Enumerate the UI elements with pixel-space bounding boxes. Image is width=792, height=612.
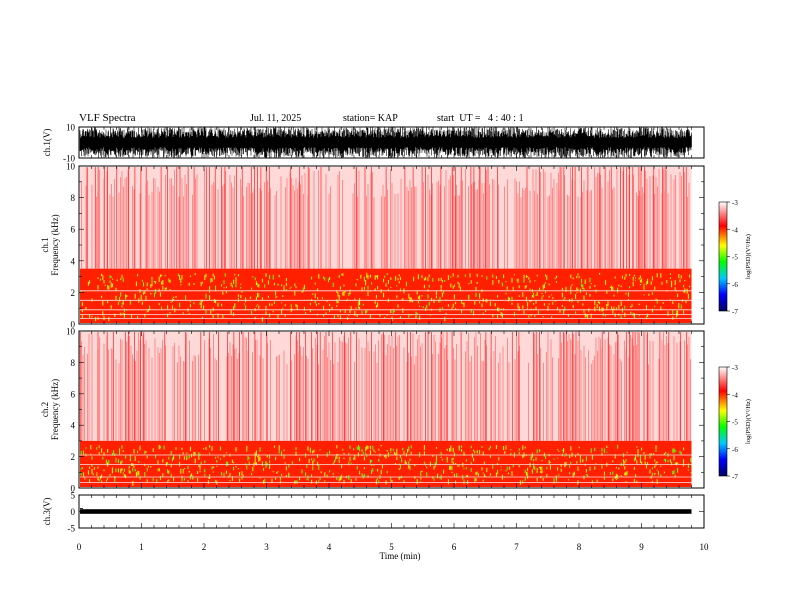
x-axis-label: Time (min): [380, 551, 421, 561]
ch1-waveform: [79, 127, 692, 158]
ytick-label: 8: [71, 193, 76, 203]
colorbar-ch1-spectrogram: -3 -4 -5 -6 -7 log(PSD)(V²/Hz): [718, 199, 752, 316]
ch3-waveform: [80, 507, 692, 514]
ylabel: ch.1(V): [42, 129, 52, 157]
ytick-label: 2: [71, 452, 76, 462]
start-time-label: start UT = 4 : 40 : 1: [437, 113, 524, 124]
ylabel: Frequency (kHz): [50, 379, 60, 440]
colorbar-tick: -7: [732, 473, 738, 481]
ytick-label: 0: [71, 507, 76, 517]
figure-title: VLF Spectra: [79, 112, 136, 124]
ch3-trace: [80, 509, 692, 514]
axes-ch1-waveform: 10 -10 ch.1(V): [42, 123, 705, 164]
axes-ch3-waveform: 5 0 -5 ch.3(V): [42, 491, 705, 534]
xtick-label: 8: [577, 542, 582, 552]
colorbar-tick: -5: [732, 254, 738, 262]
date-label: Jul. 11, 2025: [250, 113, 302, 124]
xtick-label: 5: [389, 542, 394, 552]
x-axis: 0 1 2 3 4 5 6 7 8 9 10 Time (min): [77, 542, 709, 561]
ytick-label: 8: [71, 358, 76, 368]
colorbar-tick: -3: [732, 364, 738, 372]
xtick-label: 1: [139, 542, 144, 552]
ytick-label: 4: [71, 256, 76, 266]
ylabel: ch.3(V): [42, 498, 52, 526]
ytick-label: 10: [66, 327, 76, 337]
colorbar-tick: -5: [732, 419, 738, 427]
colorbar-label: log(PSD)(V²/Hz): [745, 399, 752, 444]
colorbar-tick: -4: [732, 226, 738, 234]
ytick-label: 6: [71, 389, 76, 399]
ytick-label: 10: [66, 123, 76, 133]
ytick-label: 0: [71, 484, 76, 494]
ytick-label: 10: [66, 162, 76, 172]
ylabel: ch.2: [40, 402, 50, 417]
colorbar-tick: -4: [732, 391, 738, 399]
xtick-label: 0: [77, 542, 82, 552]
colorbar-tick: -6: [732, 446, 738, 454]
ytick-label: -5: [68, 524, 76, 534]
xtick-label: 2: [202, 542, 207, 552]
colorbar-tick: -3: [732, 199, 738, 207]
ytick-label: 2: [71, 288, 76, 298]
ylabel: ch.1: [40, 237, 50, 252]
xtick-label: 9: [639, 542, 644, 552]
ytick-label: 5: [71, 491, 76, 501]
colorbar-tick: -7: [732, 308, 738, 316]
station-label: station= KAP: [343, 113, 398, 124]
xtick-label: 10: [700, 542, 710, 552]
ch1-trace: [79, 127, 692, 158]
ylabel: Frequency (kHz): [50, 214, 60, 275]
ytick-label: -10: [63, 154, 75, 164]
colorbar-label: log(PSD)(V²/Hz): [745, 234, 752, 279]
colorbar-tick: -6: [732, 281, 738, 289]
axes-ch2-spectrogram: 0 2 4 6 8 10 ch.2 Frequency (kHz): [40, 327, 705, 494]
ch1-spectrogram: [80, 167, 692, 323]
xtick-label: 3: [264, 542, 269, 552]
ch2-spectrogram: [79, 332, 692, 487]
ytick-label: 6: [71, 225, 76, 235]
ytick-label: 0: [71, 320, 76, 330]
colorbar-ch2-spectrogram: -3 -4 -5 -6 -7 log(PSD)(V²/Hz): [718, 364, 752, 481]
xtick-label: 6: [452, 542, 457, 552]
ytick-label: 4: [71, 421, 76, 431]
xtick-label: 7: [514, 542, 519, 552]
xtick-label: 4: [327, 542, 332, 552]
axes-ch1-spectrogram: 0 2 4 6 8 10 ch.1 Frequency (kHz): [40, 162, 705, 330]
